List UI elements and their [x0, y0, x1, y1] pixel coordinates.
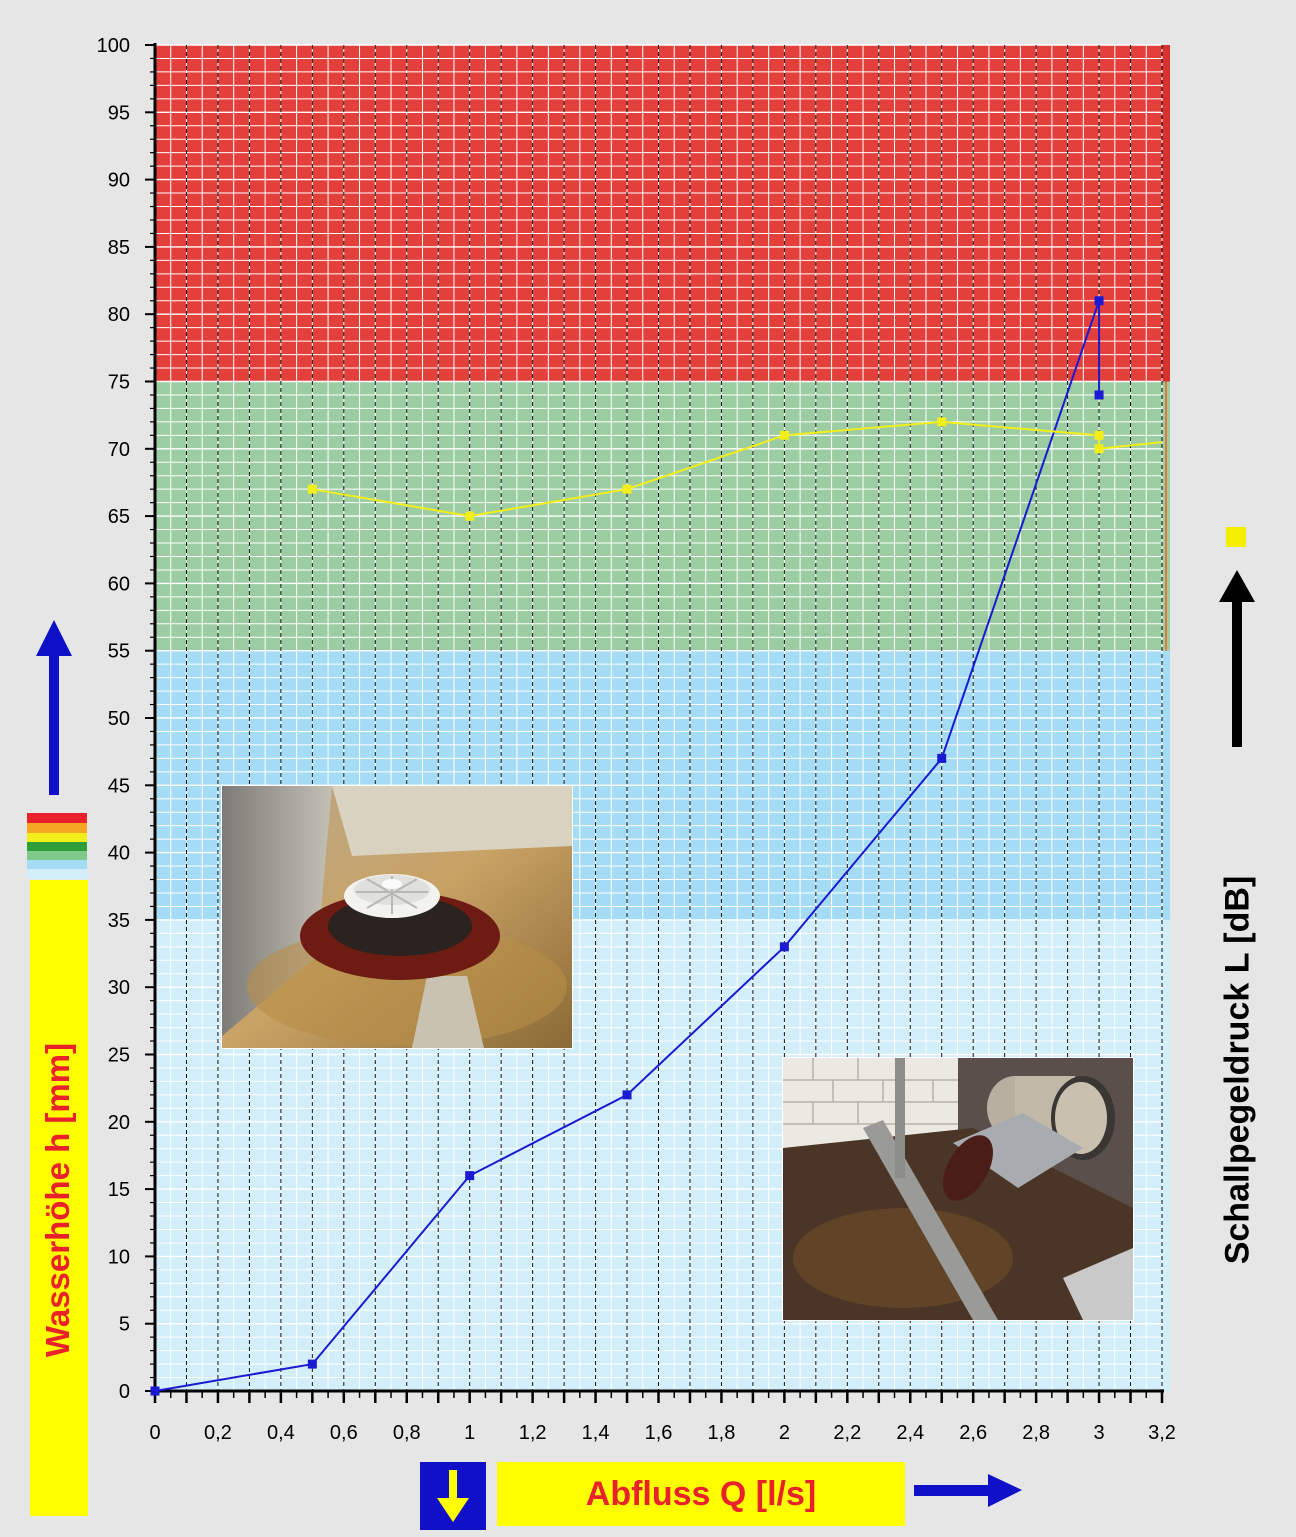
- y-tick-label: 40: [108, 843, 130, 865]
- y-tick-label: 75: [108, 372, 130, 394]
- legend-strip: [27, 813, 87, 879]
- series-0-point: [937, 753, 947, 763]
- down-arrow-button: [420, 1462, 486, 1530]
- decorations: [36, 527, 1255, 1507]
- x-tick-label: 0: [149, 1422, 160, 1444]
- series-1-point: [307, 484, 317, 494]
- x-tick-label: 0,6: [330, 1422, 358, 1444]
- series-0-point: [307, 1359, 317, 1369]
- legend-strip-orange: [27, 823, 87, 833]
- x-tick-label: 2,8: [1022, 1422, 1050, 1444]
- series-1-point: [1094, 444, 1104, 454]
- y-axis-label: Wasserhöhe h [mm]: [39, 1042, 76, 1358]
- right-arrow-icon: [914, 1485, 994, 1496]
- x-tick-label: 2,4: [896, 1422, 924, 1444]
- x-axis-label-box: Abfluss Q [l/s]: [497, 1462, 905, 1526]
- x-tick-label: 3: [1094, 1422, 1105, 1444]
- y-axis-label-box: [30, 880, 88, 1516]
- y-tick-label: 95: [108, 102, 130, 124]
- pipe-outlet-photo: [782, 1057, 1134, 1321]
- series-1-point: [1094, 430, 1104, 440]
- y-tick-label: 55: [108, 641, 130, 663]
- series-0-point: [1094, 296, 1104, 306]
- x-tick-label: 2,6: [959, 1422, 987, 1444]
- series-0-line: [154, 300, 1101, 1392]
- y-tick-label: 45: [108, 775, 130, 797]
- y-tick-label: 10: [108, 1246, 130, 1268]
- x-tick-label: 1,8: [708, 1422, 736, 1444]
- legend-strip-darkgreen: [27, 842, 87, 851]
- y-tick-label: 15: [108, 1179, 130, 1201]
- series-0-point: [1094, 390, 1104, 400]
- series-1-point: [779, 430, 789, 440]
- black-up-arrow-icon: [1232, 595, 1242, 747]
- legend-strip-blue: [27, 860, 87, 869]
- x-tick-label: 1,6: [645, 1422, 673, 1444]
- y-tick-label: 5: [119, 1314, 130, 1336]
- series-0-point: [465, 1171, 475, 1181]
- x-tick-label: 0,8: [393, 1422, 421, 1444]
- x-tick-label: 1,4: [582, 1422, 610, 1444]
- x-axis-label: Abfluss Q [l/s]: [585, 1474, 817, 1513]
- x-tick-label: 0,2: [204, 1422, 232, 1444]
- data-series: [150, 296, 1163, 1396]
- y-tick-label: 50: [108, 708, 130, 730]
- legend-strip-lightblue: [27, 869, 87, 879]
- y-tick-label: 0: [119, 1381, 130, 1403]
- y-tick-label: 70: [108, 439, 130, 461]
- x-tick-label: 2,2: [833, 1422, 861, 1444]
- y-tick-label: 20: [108, 1112, 130, 1134]
- y-tick-label: 85: [108, 237, 130, 259]
- x-tick-label: 1: [464, 1422, 475, 1444]
- y-tick-label: 80: [108, 304, 130, 326]
- y-tick-label: 35: [108, 910, 130, 932]
- y-tick-label: 30: [108, 977, 130, 999]
- tick-labels: 0510152025303540455055606570758085909510…: [97, 35, 1176, 1444]
- legend-strip-lightgreen: [27, 851, 87, 860]
- down-arrow-icon: [437, 1470, 469, 1522]
- x-tick-label: 2: [779, 1422, 790, 1444]
- series-1-point: [465, 511, 475, 521]
- y-tick-label: 90: [108, 170, 130, 192]
- y-tick-label: 100: [97, 35, 130, 57]
- black-up-arrow-head-icon: [1219, 570, 1255, 602]
- axes: [145, 43, 1164, 1403]
- y2-axis-label: Schallpegeldruck L [dB]: [1218, 875, 1257, 1265]
- legend-strip-red: [27, 813, 87, 823]
- series-0-point: [779, 942, 789, 952]
- roof-drain-photo: [221, 785, 573, 1049]
- series-1-point: [622, 484, 632, 494]
- x-tick-label: 1,2: [519, 1422, 547, 1444]
- series-1-point: [937, 417, 947, 427]
- up-arrow-head-icon: [36, 620, 72, 656]
- series-0-point: [622, 1090, 632, 1100]
- x-tick-label: 3,2: [1148, 1422, 1176, 1444]
- roof-drain-image: [222, 786, 572, 1048]
- band-3: [155, 45, 1170, 382]
- y-tick-label: 60: [108, 573, 130, 595]
- legend-square-icon: [1226, 527, 1246, 547]
- pipe-outlet-image: [783, 1058, 1133, 1320]
- y-tick-label: 25: [108, 1045, 130, 1067]
- series-0-point: [150, 1386, 160, 1396]
- right-arrow-head-icon: [988, 1474, 1022, 1507]
- x-tick-label: 0,4: [267, 1422, 295, 1444]
- up-arrow-icon: [49, 650, 59, 795]
- y-tick-label: 65: [108, 506, 130, 528]
- legend-strip-yellow: [27, 833, 87, 842]
